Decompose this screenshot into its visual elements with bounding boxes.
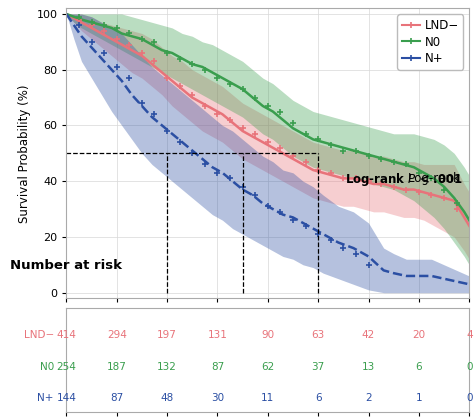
Text: 1: 1 — [416, 394, 422, 403]
Text: 6: 6 — [315, 394, 321, 403]
Text: 11: 11 — [261, 394, 274, 403]
Text: 42: 42 — [362, 330, 375, 339]
Text: 6: 6 — [416, 362, 422, 372]
Text: 0: 0 — [466, 362, 473, 372]
Text: N0: N0 — [39, 362, 54, 372]
Text: Number at risk: Number at risk — [10, 259, 122, 272]
Text: 62: 62 — [261, 362, 274, 372]
Text: 37: 37 — [311, 362, 325, 372]
Text: 63: 63 — [311, 330, 325, 339]
Text: 132: 132 — [157, 362, 177, 372]
Text: LND−: LND− — [24, 330, 54, 339]
Text: 30: 30 — [211, 394, 224, 403]
Text: Log-rank: Log-rank — [408, 172, 463, 185]
Text: 144: 144 — [56, 394, 76, 403]
Text: N+: N+ — [37, 394, 54, 403]
Text: 48: 48 — [161, 394, 173, 403]
Text: 90: 90 — [261, 330, 274, 339]
Text: 294: 294 — [107, 330, 127, 339]
Text: 187: 187 — [107, 362, 127, 372]
Text: 87: 87 — [211, 362, 224, 372]
Legend: LND−, N0, N+: LND−, N0, N+ — [397, 14, 464, 70]
Text: 4: 4 — [466, 330, 473, 339]
Text: 414: 414 — [56, 330, 76, 339]
Text: 0: 0 — [466, 394, 473, 403]
Text: 13: 13 — [362, 362, 375, 372]
Text: 131: 131 — [208, 330, 228, 339]
Text: 20: 20 — [412, 330, 426, 339]
Y-axis label: Survival Probability (%): Survival Probability (%) — [18, 84, 31, 223]
Text: 87: 87 — [110, 394, 123, 403]
Text: 254: 254 — [56, 362, 76, 372]
Text: 197: 197 — [157, 330, 177, 339]
Text: Log-rank $\mathit{P}$ < .001: Log-rank $\mathit{P}$ < .001 — [345, 171, 463, 188]
Text: 2: 2 — [365, 394, 372, 403]
